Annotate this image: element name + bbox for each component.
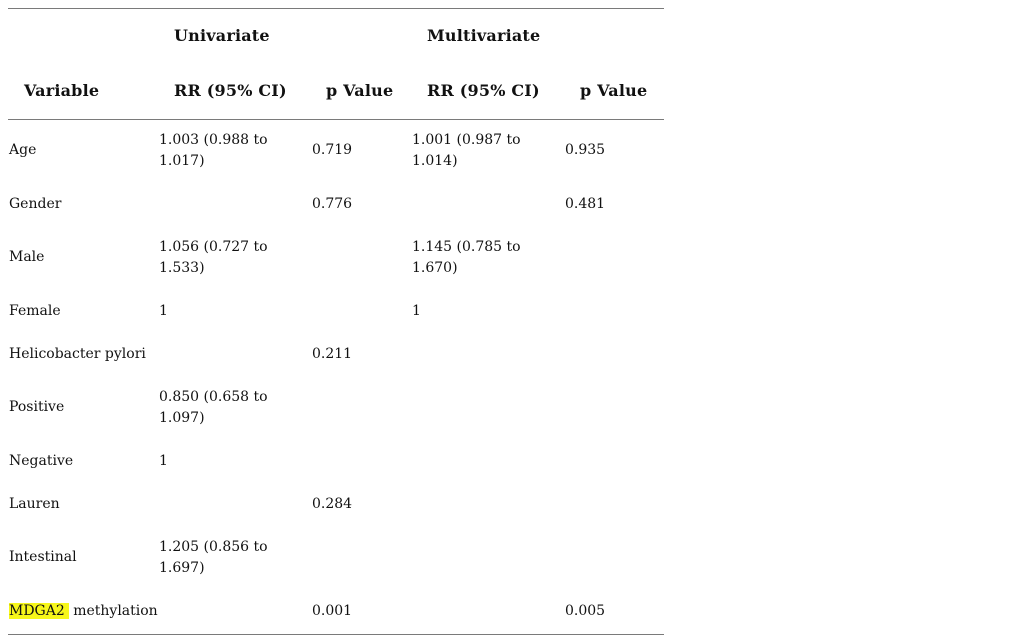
row-multivariate-p: 0.005 bbox=[565, 603, 606, 619]
row-univariate-p: 0.776 bbox=[312, 196, 353, 212]
row-univariate-rr: 1 bbox=[159, 303, 168, 319]
column-header-multivariate-rr: RR (95% CI) bbox=[427, 81, 540, 100]
row-univariate-rr: 1.056 (0.727 to 1.533) bbox=[159, 239, 268, 276]
row-variable: Gender bbox=[9, 196, 62, 212]
row-variable: Female bbox=[9, 303, 61, 319]
row-univariate-p: 0.284 bbox=[312, 496, 353, 512]
row-variable: Positive bbox=[9, 399, 65, 415]
table-bottom-rule bbox=[8, 634, 664, 635]
group-header-multivariate: Multivariate bbox=[427, 26, 541, 45]
table-top-rule bbox=[8, 8, 664, 9]
row-variable: Negative bbox=[9, 453, 74, 469]
column-header-univariate-p: p Value bbox=[326, 81, 394, 100]
row-variable-rest: methylation bbox=[68, 603, 158, 619]
highlighted-term: MDGA2 bbox=[9, 603, 69, 619]
row-variable: Male bbox=[9, 249, 45, 265]
row-univariate-rr: 1.003 (0.988 to 1.017) bbox=[159, 132, 268, 169]
row-univariate-p: 0.211 bbox=[312, 346, 353, 362]
row-multivariate-rr: 1.145 (0.785 to 1.670) bbox=[412, 239, 521, 276]
column-header-multivariate-p: p Value bbox=[580, 81, 648, 100]
row-univariate-rr: 0.850 (0.658 to 1.097) bbox=[159, 389, 268, 426]
group-header-univariate: Univariate bbox=[174, 26, 270, 45]
row-variable: Lauren bbox=[9, 496, 60, 512]
row-univariate-rr: 1 bbox=[159, 453, 168, 469]
row-multivariate-rr: 1.001 (0.987 to 1.014) bbox=[412, 132, 521, 169]
row-univariate-p: 0.719 bbox=[312, 142, 353, 158]
row-variable: Age bbox=[9, 142, 37, 158]
row-univariate-p: 0.001 bbox=[312, 603, 353, 619]
column-header-univariate-rr: RR (95% CI) bbox=[174, 81, 287, 100]
row-multivariate-rr: 1 bbox=[412, 303, 421, 319]
row-variable: Helicobacter pylori bbox=[9, 346, 146, 362]
column-header-variable: Variable bbox=[24, 81, 100, 100]
row-variable: MDGA2 methylation bbox=[9, 601, 158, 622]
row-univariate-rr: 1.205 (0.856 to 1.697) bbox=[159, 539, 268, 576]
row-multivariate-p: 0.481 bbox=[565, 196, 606, 212]
row-variable: Intestinal bbox=[9, 549, 77, 565]
row-multivariate-p: 0.935 bbox=[565, 142, 606, 158]
table-header-rule bbox=[8, 119, 664, 120]
